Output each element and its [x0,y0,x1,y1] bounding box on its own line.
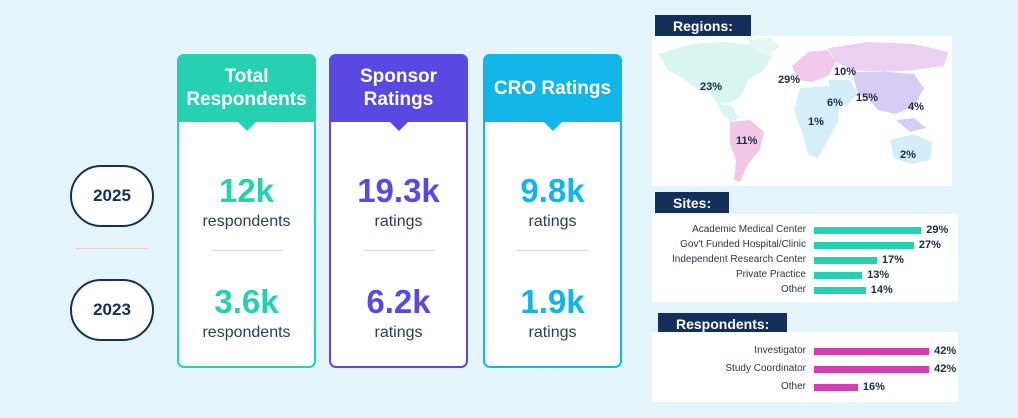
sites-panel: Academic Medical Center 29% Gov't Funded… [652,214,958,302]
stat-value-2023: 3.6k [214,283,279,320]
map-label-middle-east: 6% [827,97,843,109]
stat-2023: 1.9k ratings [485,284,620,342]
europe-region [792,50,836,82]
map-label-europe: 29% [778,74,801,86]
stat-unit-2025: respondents [202,213,291,230]
asia-region [852,72,924,114]
north-america-region [658,42,772,104]
north-asia-region [828,42,948,72]
stat-value-2025: 9.8k [520,172,585,209]
stat-2023: 6.2k ratings [331,284,466,342]
greenland-region [748,38,780,56]
stat-value-2023: 6.2k [366,283,431,320]
stat-value-2025: 12k [218,172,275,209]
respondent-bar [814,366,930,373]
southeast-asia-region [896,118,926,132]
sponsor-ratings-card: Sponsor Ratings 19.3k ratings 6.2k ratin… [329,54,468,368]
stat-2023: 3.6k respondents [179,284,314,342]
site-bar [814,242,914,249]
card-divider [363,250,434,251]
respondent-label: Study Coordinator [725,363,806,374]
map-label-africa: 1% [808,116,824,128]
stat-unit-2025: ratings [374,213,423,230]
card-title: CRO Ratings [483,54,622,131]
stat-value-2023: 1.9k [520,283,585,320]
respondent-pct: 16% [862,381,885,393]
respondent-row: Investigator 42% [652,345,958,357]
map-label-south-america: 11% [736,135,758,147]
map-label-southeast-asia: 4% [908,101,924,113]
respondent-pct: 42% [934,345,957,357]
site-pct: 27% [918,239,941,251]
site-row: Academic Medical Center 29% [652,224,958,236]
respondent-label: Other [780,381,806,392]
site-row: Gov't Funded Hospital/Clinic 27% [652,239,958,251]
respondent-bar [814,384,858,391]
map-label-north-america: 23% [700,81,723,93]
site-label: Gov't Funded Hospital/Clinic [680,239,806,250]
respondents-label: Respondents: [658,313,788,334]
map-label-north-asia: 10% [834,66,857,78]
year-2025-badge: 2025 [70,165,154,227]
map-label-asia: 15% [856,92,879,104]
stat-2025: 19.3k ratings [331,173,466,231]
site-bar [814,287,866,294]
site-bar [814,227,922,234]
site-label: Other [780,284,806,295]
site-pct: 17% [881,254,904,266]
respondent-bar [814,348,930,355]
africa-region [794,86,840,158]
site-row: Private Practice 13% [652,269,958,281]
stat-unit-2023: respondents [202,324,291,341]
respondent-pct: 42% [934,363,957,375]
site-pct: 29% [926,224,949,236]
site-pct: 14% [870,284,893,296]
site-bar [814,272,863,279]
map-label-australia: 2% [900,149,916,161]
card-title: Sponsor Ratings [329,54,468,131]
stat-2025: 12k respondents [179,173,314,231]
card-divider [517,250,588,251]
stat-unit-2023: ratings [528,324,577,341]
stat-2025: 9.8k ratings [485,173,620,231]
card-title: Total Respondents [177,54,316,131]
cro-ratings-card: CRO Ratings 9.8k ratings 1.9k ratings [483,54,622,368]
year-2023-badge: 2023 [70,279,154,341]
regions-label: Regions: [655,15,751,36]
respondent-label: Investigator [754,345,806,356]
world-map: 23% 29% 10% 6% 15% 4% 1% 11% 2% [652,36,952,186]
south-america-region [730,120,764,182]
stat-unit-2023: ratings [374,324,423,341]
site-pct: 13% [867,269,890,281]
site-bar [814,257,877,264]
stat-unit-2025: ratings [528,213,577,230]
sites-label: Sites: [655,192,730,213]
world-map-graphic [658,38,948,182]
respondent-row: Study Coordinator 42% [652,363,958,375]
respondents-panel: Investigator 42% Study Coordinator 42% O… [652,332,958,402]
site-row: Other 14% [652,284,958,296]
year-divider [76,248,148,249]
respondent-row: Other 16% [652,381,958,393]
site-row: Independent Research Center 17% [652,254,958,266]
site-label: Private Practice [735,269,806,280]
central-america-region [718,104,738,122]
site-label: Independent Research Center [672,254,806,265]
stat-value-2025: 19.3k [357,172,440,209]
card-divider [211,250,282,251]
australia-region [890,134,932,164]
site-label: Academic Medical Center [692,224,806,235]
total-respondents-card: Total Respondents 12k respondents 3.6k r… [177,54,316,368]
